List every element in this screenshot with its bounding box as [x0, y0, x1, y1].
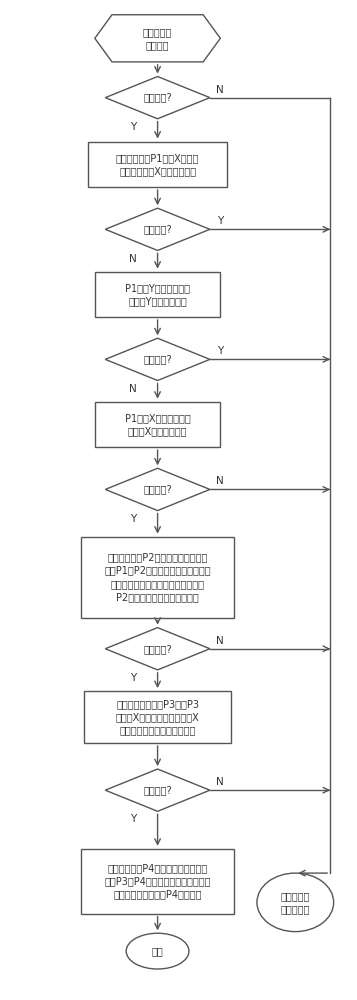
Text: 得到实际位置P1，沿X轴负方
向走一个步进X，在该处对准: 得到实际位置P1，沿X轴负方 向走一个步进X，在该处对准: [116, 153, 199, 176]
Text: 起始点理论
位置对准: 起始点理论 位置对准: [143, 27, 172, 50]
Text: N: N: [129, 254, 137, 264]
Text: P1处沿X轴正方向走一
个步进X，在该处对准: P1处沿X轴正方向走一 个步进X，在该处对准: [125, 413, 190, 436]
Ellipse shape: [257, 873, 334, 932]
FancyBboxPatch shape: [95, 402, 220, 447]
Text: 对准成功?: 对准成功?: [143, 785, 172, 795]
Polygon shape: [105, 338, 210, 381]
Text: N: N: [129, 384, 137, 394]
Text: 对准成功?: 对准成功?: [143, 224, 172, 234]
Text: 结束: 结束: [152, 946, 164, 956]
Text: N: N: [216, 636, 224, 646]
Text: 对准失败，
请重新对准: 对准失败， 请重新对准: [281, 891, 310, 914]
Text: 得到实际位置P4，保存对准结果，再
根据P3、P4的位置计算该两点的角度
值，旋转工作台并对P4进行校正: 得到实际位置P4，保存对准结果，再 根据P3、P4的位置计算该两点的角度 值，旋…: [104, 863, 211, 899]
FancyBboxPatch shape: [95, 272, 220, 317]
Polygon shape: [105, 77, 210, 119]
Text: Y: Y: [130, 122, 136, 132]
Text: 对准成功?: 对准成功?: [143, 354, 172, 364]
Text: Y: Y: [130, 514, 136, 524]
Text: Y: Y: [217, 216, 223, 226]
Polygon shape: [105, 468, 210, 511]
Text: N: N: [216, 85, 224, 95]
Text: Y: Y: [130, 814, 136, 824]
Text: 对准成功?: 对准成功?: [143, 644, 172, 654]
FancyBboxPatch shape: [81, 537, 234, 618]
FancyBboxPatch shape: [81, 849, 234, 914]
Polygon shape: [105, 628, 210, 670]
Text: Y: Y: [217, 346, 223, 356]
Text: P1处沿Y轴负方向走一
个步进Y，在该处对准: P1处沿Y轴负方向走一 个步进Y，在该处对准: [125, 283, 190, 306]
Text: 对准成功?: 对准成功?: [143, 93, 172, 103]
Text: N: N: [216, 476, 224, 486]
Text: 得到对准实际位置P3，在P3
处，沿X轴正方向走多个步进X
至芯片块最右端，在该处对准: 得到对准实际位置P3，在P3 处，沿X轴正方向走多个步进X 至芯片块最右端，在该…: [116, 699, 200, 735]
Polygon shape: [105, 208, 210, 250]
Ellipse shape: [126, 933, 189, 969]
Polygon shape: [105, 769, 210, 811]
FancyBboxPatch shape: [84, 691, 231, 743]
Text: 得到实际位置P2，保存对准结果，再
根据P1、P2的位置计算该两点的角度
值，旋转工作台，根据旋转角度计算
P2旋转后的坐标，在该处对准: 得到实际位置P2，保存对准结果，再 根据P1、P2的位置计算该两点的角度 值，旋…: [104, 552, 211, 602]
FancyBboxPatch shape: [88, 142, 227, 187]
Text: 对准成功?: 对准成功?: [143, 484, 172, 494]
Text: N: N: [216, 777, 224, 787]
Polygon shape: [95, 15, 220, 62]
Text: Y: Y: [130, 673, 136, 683]
